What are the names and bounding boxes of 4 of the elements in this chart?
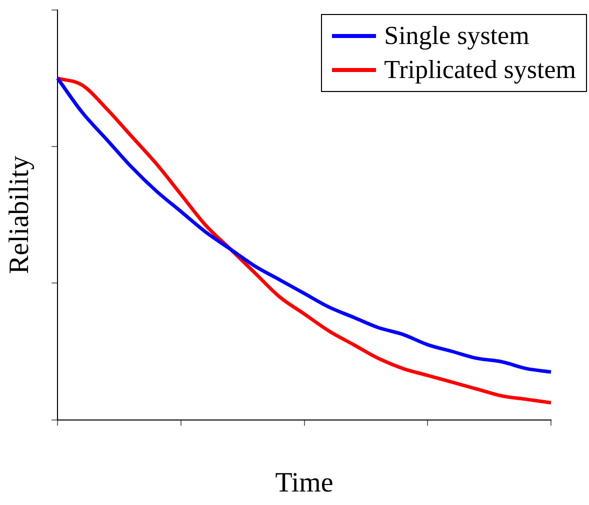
x-axis-title: Time (275, 468, 334, 499)
legend-label: Triplicated system (384, 54, 576, 86)
legend-label: Single system (384, 20, 530, 52)
y-axis-title: Reliability (4, 156, 36, 274)
